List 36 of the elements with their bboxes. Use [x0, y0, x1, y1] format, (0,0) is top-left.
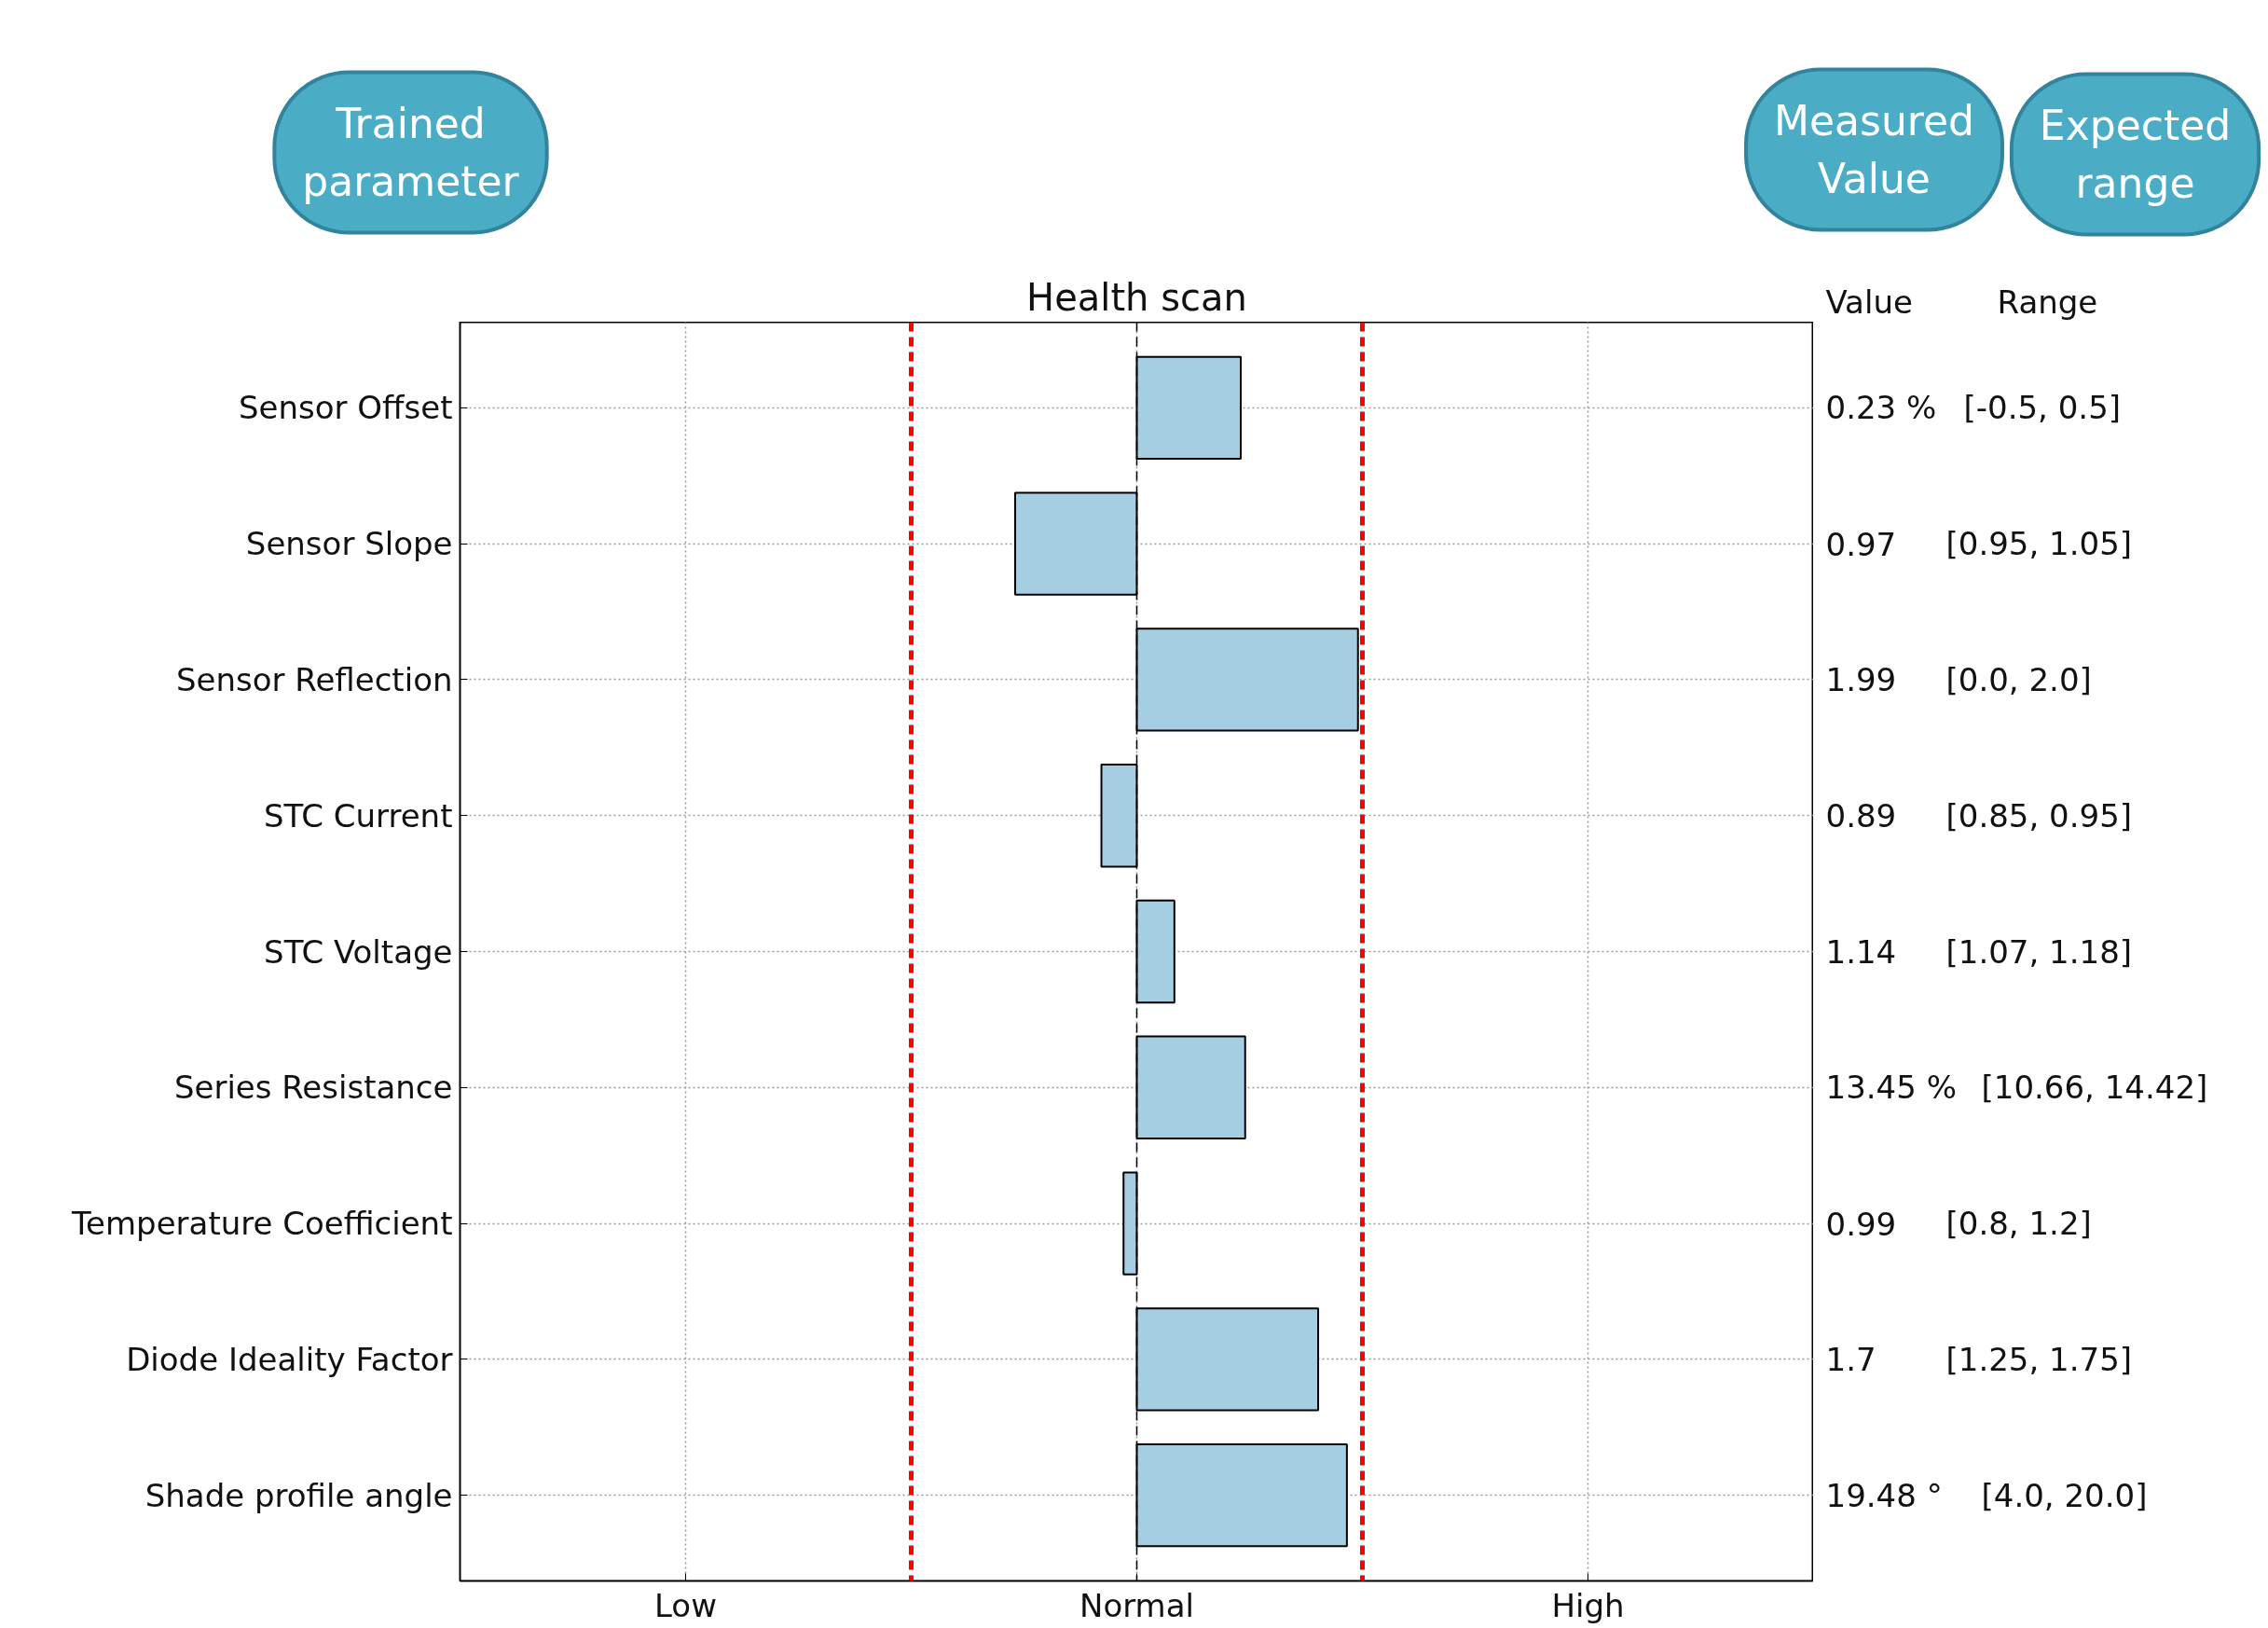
y-tick-label: STC Current	[263, 796, 453, 835]
text: Trained parameter	[302, 100, 520, 205]
text: [0.0, 2.0]	[1945, 660, 2092, 698]
text: Normal	[1079, 1586, 1195, 1624]
text: 19.48 °	[1825, 1476, 1943, 1514]
y-tick-label: Sensor Offset	[239, 389, 453, 427]
text: Expected range	[2039, 102, 2232, 207]
y-tick-label: Sensor Slope	[245, 525, 453, 563]
text: 0.23 %	[1825, 389, 1937, 427]
text: 1.99	[1825, 661, 1897, 699]
text: Low	[654, 1586, 717, 1624]
text: Measured Value	[1774, 97, 1974, 202]
text: [1.25, 1.75]	[1945, 1340, 2133, 1378]
text: 0.89	[1825, 797, 1897, 835]
text: [0.8, 1.2]	[1945, 1205, 2092, 1243]
y-tick-label: Shade profile angle	[144, 1476, 453, 1514]
y-tick-label: Sensor Reflection	[175, 660, 453, 698]
text: 1.7	[1825, 1341, 1876, 1379]
y-tick-label: Diode Ideality Factor	[126, 1340, 453, 1378]
text: [10.66, 14.42]	[1981, 1069, 2208, 1107]
y-tick-label: Temperature Coefficient	[71, 1205, 453, 1243]
y-tick-label: Series Resistance	[173, 1069, 453, 1107]
text: 1.14	[1825, 933, 1897, 971]
text: [-0.5, 0.5]	[1963, 389, 2122, 427]
text: High	[1551, 1586, 1625, 1624]
text: [1.07, 1.18]	[1945, 932, 2133, 971]
text: 0.97	[1825, 525, 1897, 563]
text: 13.45 %	[1825, 1069, 1957, 1107]
text: 0.99	[1825, 1205, 1897, 1243]
chart-title: Health scan	[1026, 275, 1247, 319]
text: [4.0, 20.0]	[1981, 1476, 2148, 1514]
text: [0.95, 1.05]	[1945, 525, 2133, 563]
y-tick-label: STC Voltage	[264, 932, 453, 971]
text: [0.85, 0.95]	[1945, 796, 2133, 835]
text: Range	[1997, 283, 2098, 321]
text: Value	[1825, 283, 1913, 321]
